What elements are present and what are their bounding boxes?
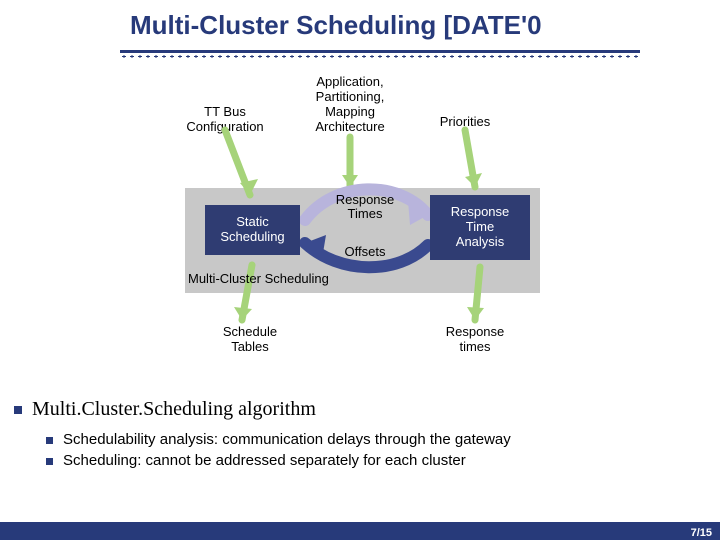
diagram: TT BusConfiguration Application,Partitio… bbox=[140, 75, 580, 365]
label-mcs-caption: Multi-Cluster Scheduling bbox=[188, 271, 329, 286]
block-response-time-analysis: ResponseTimeAnalysis bbox=[430, 195, 530, 260]
label-response-out: Responsetimes bbox=[430, 325, 520, 355]
bullet-square-icon bbox=[46, 458, 53, 465]
bullet-sub-2: Scheduling: cannot be addressed separate… bbox=[46, 452, 704, 469]
label-response-times: ResponseTimes bbox=[325, 193, 405, 222]
footer-bar: 7/15 bbox=[0, 522, 720, 540]
bullet-sub-1: Schedulability analysis: communication d… bbox=[46, 431, 704, 448]
label-application: Application,Partitioning,MappingArchitec… bbox=[290, 75, 410, 135]
bullet-sub-1-text: Schedulability analysis: communication d… bbox=[63, 431, 511, 448]
title-rule bbox=[120, 50, 640, 58]
block-static-scheduling: StaticScheduling bbox=[205, 205, 300, 255]
bullet-square-icon bbox=[46, 437, 53, 444]
slide-title: Multi-Cluster Scheduling [DATE'0 bbox=[130, 10, 542, 41]
bullet-main: Multi.Cluster.Scheduling algorithm bbox=[14, 398, 704, 421]
bullet-list: Multi.Cluster.Scheduling algorithm Sched… bbox=[14, 398, 704, 473]
bullet-main-text: Multi.Cluster.Scheduling algorithm bbox=[32, 398, 316, 421]
bullet-square-icon bbox=[14, 406, 22, 414]
slide: Multi-Cluster Scheduling [DATE'0 TT BusC… bbox=[0, 0, 720, 540]
label-schedule-tables: ScheduleTables bbox=[205, 325, 295, 355]
label-tt-bus: TT BusConfiguration bbox=[165, 105, 285, 135]
page-number: 7/15 bbox=[691, 527, 712, 539]
bullet-sub-2-text: Scheduling: cannot be addressed separate… bbox=[63, 452, 466, 469]
label-offsets: Offsets bbox=[335, 245, 395, 259]
label-priorities: Priorities bbox=[425, 115, 505, 130]
